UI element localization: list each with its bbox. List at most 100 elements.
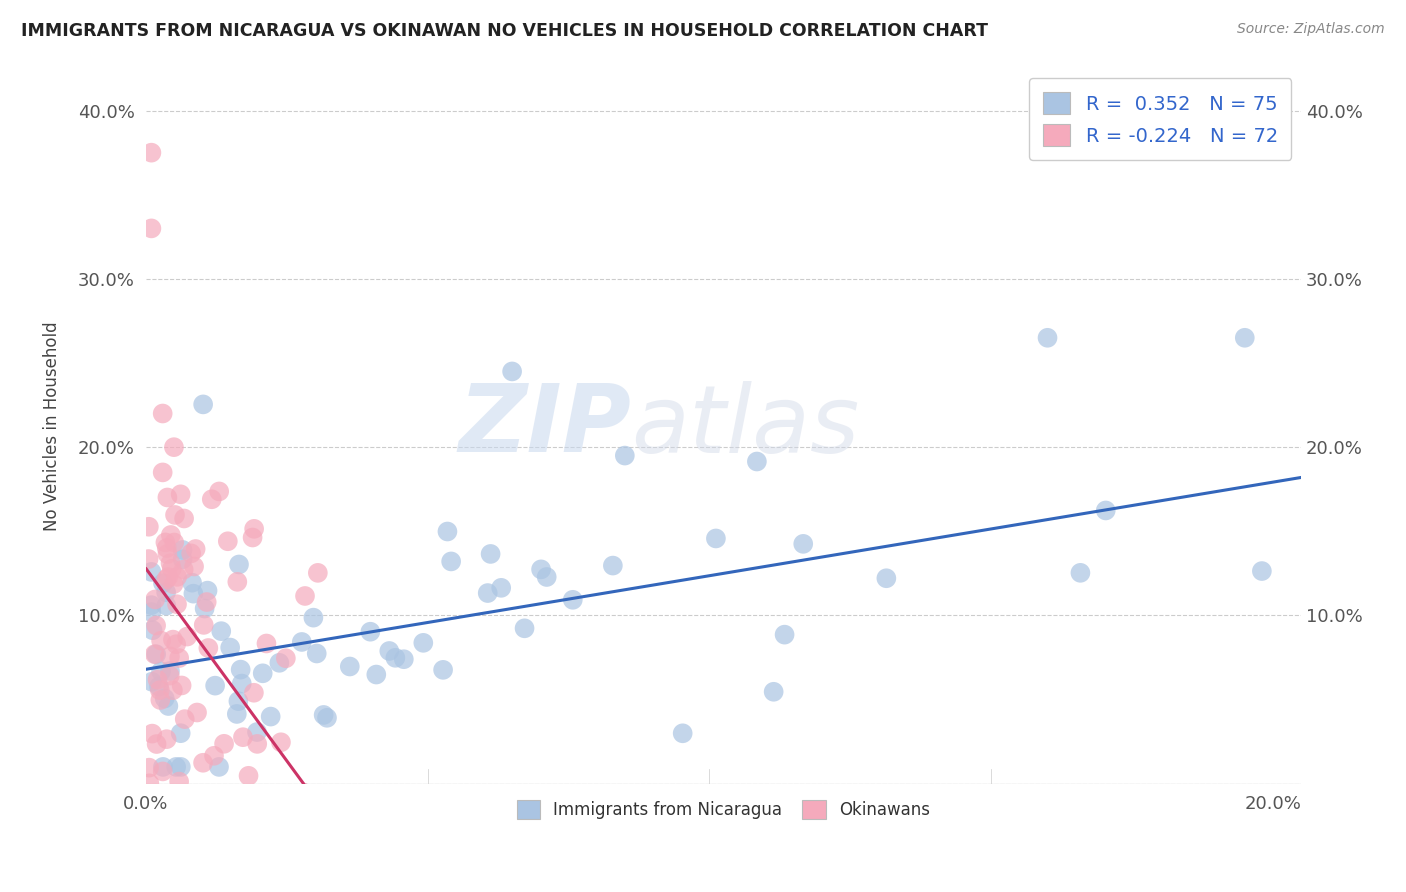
Point [162, 577, 184, 591]
Point [792, 537, 814, 551]
Point [145, 737, 167, 751]
Point [162, 683, 184, 698]
Point [875, 571, 897, 585]
Point [173, 511, 195, 525]
Point [1036, 331, 1059, 345]
Point [339, 659, 361, 673]
Point [186, 706, 208, 720]
Point [184, 541, 207, 556]
Point [155, 599, 177, 613]
Point [163, 508, 186, 522]
Point [366, 667, 388, 681]
Point [156, 491, 179, 505]
Point [150, 665, 173, 679]
Point [149, 683, 172, 698]
Point [166, 570, 188, 584]
Point [501, 364, 523, 378]
Point [274, 651, 297, 665]
Point [191, 756, 214, 770]
Point [1094, 503, 1116, 517]
Point [148, 680, 170, 694]
Point [440, 554, 463, 568]
Point [159, 649, 181, 664]
Legend: Immigrants from Nicaragua, Okinawans: Immigrants from Nicaragua, Okinawans [510, 793, 936, 825]
Point [672, 726, 695, 740]
Point [302, 610, 325, 624]
Point [232, 730, 254, 744]
Point [155, 585, 177, 599]
Point [143, 647, 166, 661]
Point [150, 633, 173, 648]
Point [246, 725, 269, 739]
Point [162, 632, 184, 647]
Point [294, 589, 316, 603]
Point [173, 712, 195, 726]
Point [489, 581, 512, 595]
Point [176, 630, 198, 644]
Point [291, 635, 314, 649]
Point [157, 570, 180, 584]
Point [208, 484, 231, 499]
Point [197, 640, 219, 655]
Point [165, 760, 187, 774]
Point [384, 650, 406, 665]
Point [172, 543, 194, 558]
Point [197, 583, 219, 598]
Point [479, 547, 502, 561]
Point [229, 663, 252, 677]
Point [163, 440, 186, 454]
Point [194, 601, 217, 615]
Text: atlas: atlas [631, 381, 859, 472]
Text: ZIP: ZIP [458, 380, 631, 472]
Point [561, 592, 583, 607]
Point [260, 709, 283, 723]
Point [167, 651, 190, 665]
Point [153, 691, 176, 706]
Point [170, 678, 193, 692]
Point [204, 679, 226, 693]
Point [157, 699, 180, 714]
Point [312, 707, 335, 722]
Text: IMMIGRANTS FROM NICARAGUA VS OKINAWAN NO VEHICLES IN HOUSEHOLD CORRELATION CHART: IMMIGRANTS FROM NICARAGUA VS OKINAWAN NO… [21, 22, 988, 40]
Point [138, 776, 160, 790]
Point [231, 676, 253, 690]
Point [165, 637, 187, 651]
Point [436, 524, 458, 539]
Point [138, 761, 160, 775]
Point [141, 221, 163, 235]
Point [159, 556, 181, 570]
Point [212, 737, 235, 751]
Point [159, 664, 181, 678]
Point [536, 570, 558, 584]
Point [142, 623, 165, 637]
Point [208, 760, 231, 774]
Point [170, 726, 193, 740]
Point [152, 407, 174, 421]
Point [141, 605, 163, 619]
Point [613, 449, 636, 463]
Point [228, 694, 250, 708]
Y-axis label: No Vehicles in Household: No Vehicles in Household [44, 321, 60, 531]
Point [195, 595, 218, 609]
Point [243, 522, 266, 536]
Point [432, 663, 454, 677]
Point [138, 552, 160, 566]
Point [143, 592, 166, 607]
Point [745, 454, 768, 468]
Point [152, 760, 174, 774]
Point [225, 706, 247, 721]
Point [193, 618, 215, 632]
Point [146, 673, 169, 687]
Point [149, 693, 172, 707]
Point [316, 711, 339, 725]
Point [156, 732, 179, 747]
Point [152, 466, 174, 480]
Text: Source: ZipAtlas.com: Source: ZipAtlas.com [1237, 22, 1385, 37]
Point [269, 656, 291, 670]
Point [170, 760, 193, 774]
Point [141, 565, 163, 579]
Point [307, 566, 329, 580]
Point [155, 535, 177, 549]
Point [209, 624, 232, 639]
Point [160, 562, 183, 576]
